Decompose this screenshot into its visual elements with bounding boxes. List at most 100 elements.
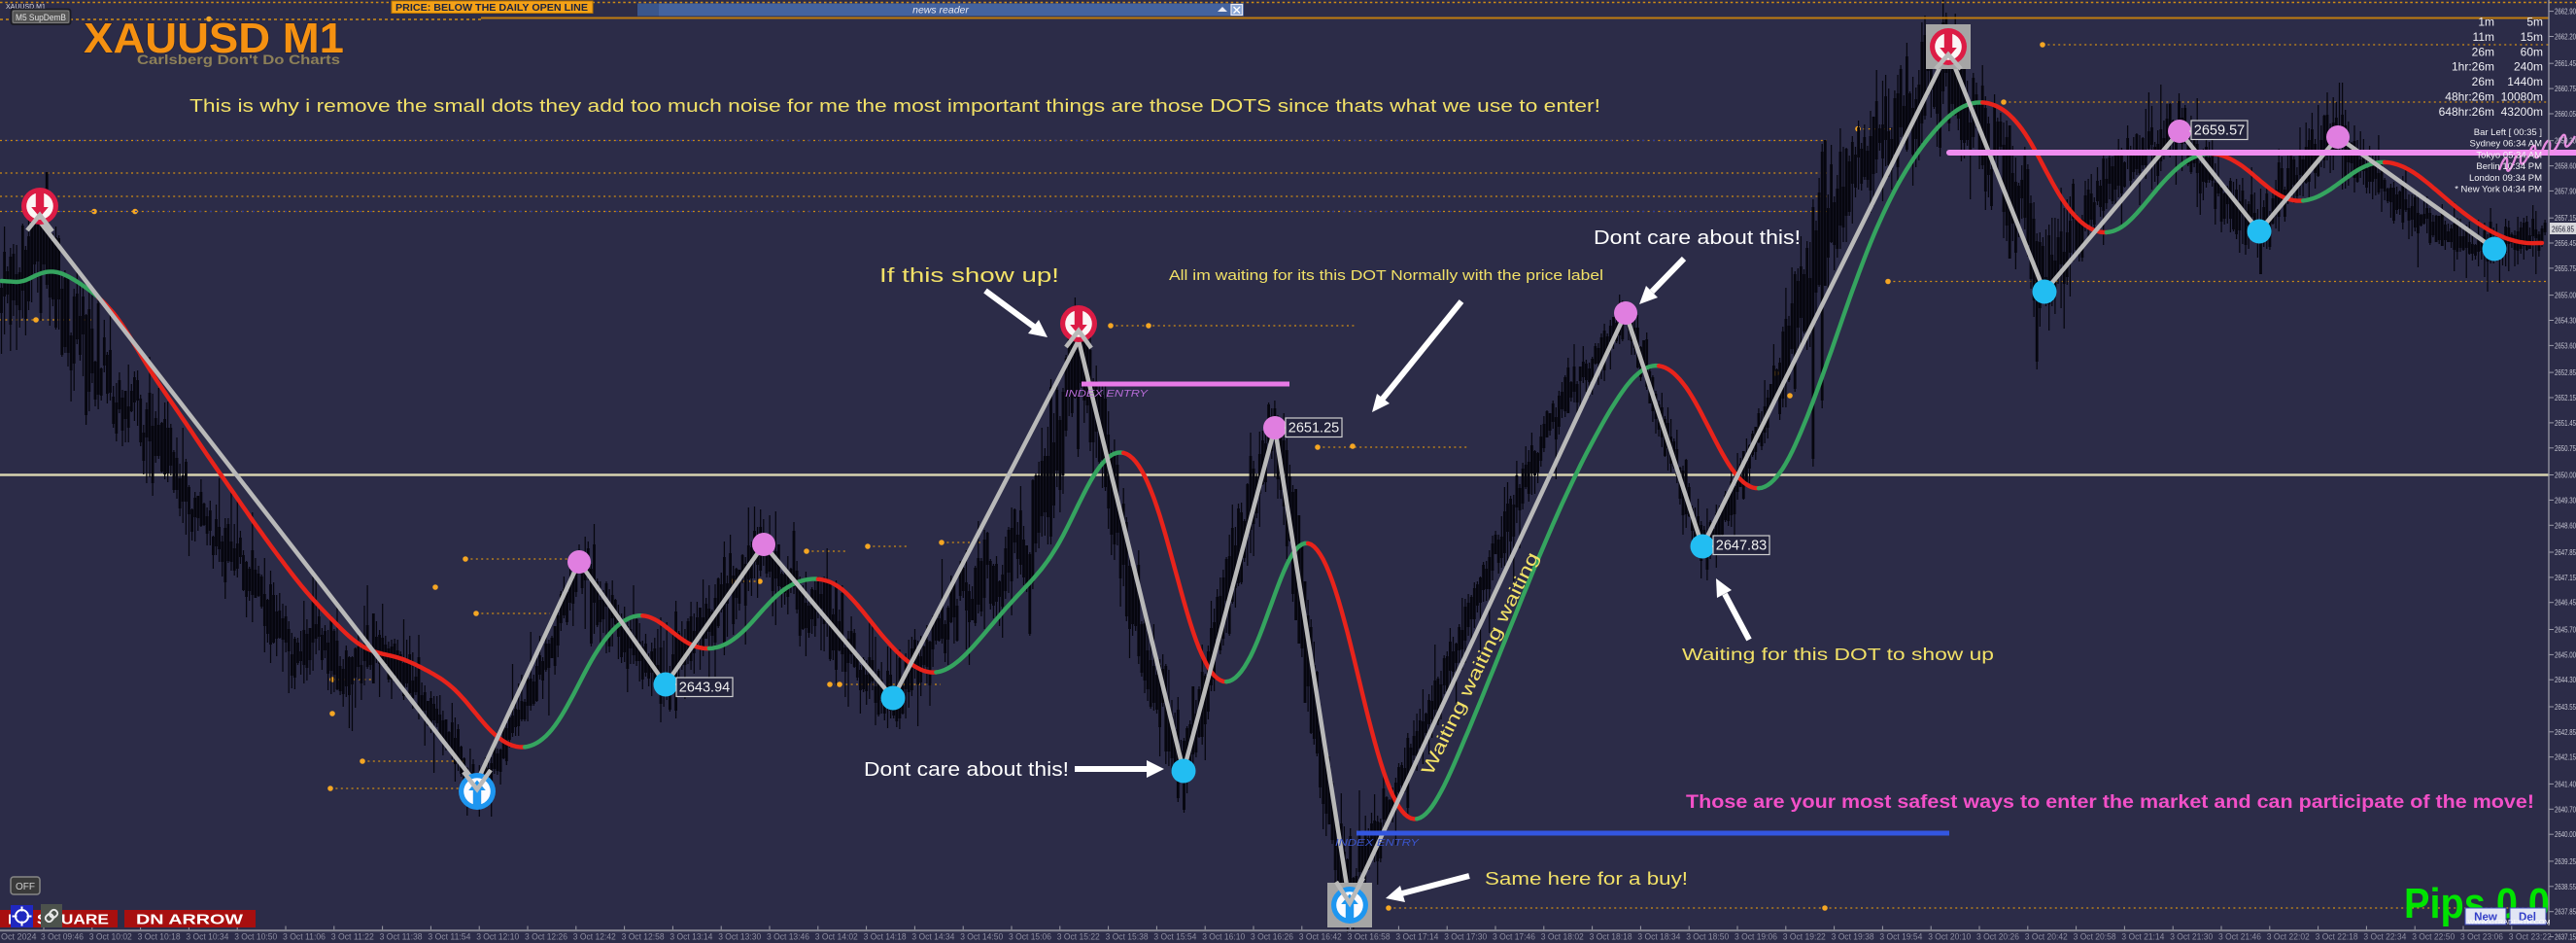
svg-text:3 Oct 11:06: 3 Oct 11:06 [283, 932, 326, 942]
svg-text:2644.30: 2644.30 [2555, 676, 2576, 684]
svg-text:2648.60: 2648.60 [2555, 521, 2576, 530]
svg-text:This is why i remove the small: This is why i remove the small dots they… [189, 96, 1600, 116]
svg-text:3 Oct 18:02: 3 Oct 18:02 [1541, 932, 1584, 942]
svg-text:3 Oct 12:10: 3 Oct 12:10 [476, 932, 519, 942]
svg-text:48hr:26m: 48hr:26m [2445, 90, 2494, 104]
svg-text:3 Oct 19:22: 3 Oct 19:22 [1783, 932, 1826, 942]
svg-text:1hr:26m: 1hr:26m [2452, 60, 2494, 74]
svg-text:New: New [2474, 912, 2497, 924]
svg-text:WWW.CTRADERTH.COM: WWW.CTRADERTH.COM [2468, 921, 2551, 926]
svg-text:2638.55: 2638.55 [2555, 883, 2576, 891]
svg-text:Those are your most safest way: Those are your most safest ways to enter… [1686, 792, 2534, 813]
svg-text:If this show up!: If this show up! [879, 264, 1059, 287]
svg-text:3 Oct 12:58: 3 Oct 12:58 [622, 932, 665, 942]
svg-text:2647.85: 2647.85 [2555, 548, 2576, 557]
svg-text:3 Oct 16:58: 3 Oct 16:58 [1348, 932, 1391, 942]
svg-text:Dont care about this!: Dont care about this! [1594, 227, 1801, 249]
svg-text:1440m: 1440m [2507, 75, 2543, 88]
svg-text:M5 SupDemB: M5 SupDemB [16, 13, 66, 22]
svg-text:2650.75: 2650.75 [2555, 444, 2576, 453]
svg-text:3 Oct 13:14: 3 Oct 13:14 [670, 932, 712, 942]
svg-text:OFF: OFF [16, 882, 35, 892]
svg-text:2655.00: 2655.00 [2555, 292, 2576, 300]
svg-text:3 Oct 22:50: 3 Oct 22:50 [2412, 932, 2455, 942]
svg-text:3 Oct 15:06: 3 Oct 15:06 [1009, 932, 1051, 942]
svg-text:London 09:34 PM: London 09:34 PM [2469, 173, 2542, 184]
svg-text:* New York 04:34 PM: * New York 04:34 PM [2455, 185, 2542, 195]
svg-text:2643.94: 2643.94 [679, 681, 730, 696]
svg-text:2662.20: 2662.20 [2555, 33, 2576, 42]
svg-text:3 Oct 22:18: 3 Oct 22:18 [2316, 932, 2358, 942]
svg-text:3 Oct 17:14: 3 Oct 17:14 [1395, 932, 1438, 942]
svg-text:2659.57: 2659.57 [2194, 123, 2245, 139]
svg-text:3 Oct 11:22: 3 Oct 11:22 [331, 932, 374, 942]
svg-text:3 Oct 16:42: 3 Oct 16:42 [1299, 932, 1342, 942]
svg-text:3 Oct 10:02: 3 Oct 10:02 [89, 932, 132, 942]
svg-text:3 Oct 22:34: 3 Oct 22:34 [2363, 932, 2406, 942]
svg-text:3 Oct 14:50: 3 Oct 14:50 [960, 932, 1003, 942]
svg-text:5m: 5m [2526, 16, 2543, 29]
svg-text:2641.40: 2641.40 [2555, 780, 2576, 788]
svg-text:3 Oct 09:46: 3 Oct 09:46 [41, 932, 84, 942]
svg-text:15m: 15m [2521, 30, 2543, 44]
svg-text:3 Oct 18:18: 3 Oct 18:18 [1590, 932, 1632, 942]
svg-text:60m: 60m [2521, 45, 2543, 58]
svg-text:3 Oct 15:38: 3 Oct 15:38 [1106, 932, 1149, 942]
svg-text:3 Oct 21:30: 3 Oct 21:30 [2170, 932, 2213, 942]
svg-text:10080m: 10080m [2501, 90, 2543, 104]
svg-text:3 Oct 18:50: 3 Oct 18:50 [1686, 932, 1729, 942]
svg-text:3 Oct 14:02: 3 Oct 14:02 [815, 932, 858, 942]
svg-text:2650.00: 2650.00 [2555, 472, 2576, 480]
svg-text:3 Oct 10:18: 3 Oct 10:18 [138, 932, 181, 942]
svg-text:3 Oct 11:38: 3 Oct 11:38 [380, 932, 423, 942]
svg-text:news reader: news reader [912, 5, 969, 17]
svg-text:DN ARROW: DN ARROW [136, 912, 244, 928]
svg-text:2658.60: 2658.60 [2555, 162, 2576, 171]
svg-text:Oct 2024: Oct 2024 [1, 932, 37, 942]
svg-text:3 Oct 10:50: 3 Oct 10:50 [234, 932, 277, 942]
svg-text:3 Oct 20:10: 3 Oct 20:10 [1928, 932, 1971, 942]
svg-text:2657.90: 2657.90 [2555, 187, 2576, 195]
svg-text:2646.45: 2646.45 [2555, 599, 2576, 608]
svg-text:26m: 26m [2472, 45, 2494, 58]
svg-text:3 Oct 14:18: 3 Oct 14:18 [864, 932, 907, 942]
svg-text:3 Oct 14:34: 3 Oct 14:34 [911, 932, 954, 942]
svg-text:2647.15: 2647.15 [2555, 574, 2576, 582]
svg-text:1m: 1m [2478, 16, 2494, 29]
svg-text:11m: 11m [2473, 30, 2494, 44]
svg-text:2651.25: 2651.25 [1288, 421, 1339, 437]
svg-text:43200m: 43200m [2501, 105, 2543, 119]
svg-text:Berlin 10:34 PM: Berlin 10:34 PM [2476, 161, 2542, 172]
svg-text:Dont care about this!: Dont care about this! [864, 759, 1069, 781]
svg-text:XAUUSD M1: XAUUSD M1 [84, 15, 344, 62]
svg-text:2645.00: 2645.00 [2555, 650, 2576, 659]
svg-text:2645.70: 2645.70 [2555, 626, 2576, 635]
svg-text:3 Oct 21:14: 3 Oct 21:14 [2121, 932, 2164, 942]
svg-text:3 Oct 16:10: 3 Oct 16:10 [1202, 932, 1245, 942]
svg-text:2642.85: 2642.85 [2555, 728, 2576, 737]
svg-text:3 Oct 11:54: 3 Oct 11:54 [428, 932, 470, 942]
svg-text:2660.05: 2660.05 [2555, 110, 2576, 119]
svg-text:3 Oct 20:26: 3 Oct 20:26 [1976, 932, 2019, 942]
svg-text:3 Oct 13:30: 3 Oct 13:30 [718, 932, 761, 942]
svg-text:Bar Left [ 00:35 ]: Bar Left [ 00:35 ] [2474, 127, 2542, 138]
svg-text:2654.30: 2654.30 [2555, 317, 2576, 326]
svg-text:2640.00: 2640.00 [2555, 830, 2576, 839]
svg-text:2661.45: 2661.45 [2555, 59, 2576, 68]
svg-text:3 Oct 18:34: 3 Oct 18:34 [1637, 932, 1680, 942]
svg-text:2642.15: 2642.15 [2555, 753, 2576, 762]
svg-text:2639.25: 2639.25 [2555, 857, 2576, 866]
svg-text:3 Oct 12:42: 3 Oct 12:42 [573, 932, 616, 942]
svg-text:Waiting for this DOT to show u: Waiting for this DOT to show up [1682, 645, 1994, 664]
svg-text:2657.15: 2657.15 [2555, 214, 2576, 223]
svg-text:3 Oct 22:02: 3 Oct 22:02 [2267, 932, 2310, 942]
svg-text:3 Oct 10:34: 3 Oct 10:34 [186, 932, 228, 942]
svg-text:2655.75: 2655.75 [2555, 264, 2576, 273]
svg-text:3 Oct 20:58: 3 Oct 20:58 [2074, 932, 2116, 942]
svg-text:2649.30: 2649.30 [2555, 496, 2576, 505]
svg-text:2656.85: 2656.85 [2552, 225, 2574, 234]
svg-text:2651.45: 2651.45 [2555, 419, 2576, 428]
svg-text:3 Oct 23:06: 3 Oct 23:06 [2460, 932, 2503, 942]
svg-text:240m: 240m [2514, 60, 2543, 74]
svg-text:INDEX ENTRY: INDEX ENTRY [1065, 388, 1149, 400]
